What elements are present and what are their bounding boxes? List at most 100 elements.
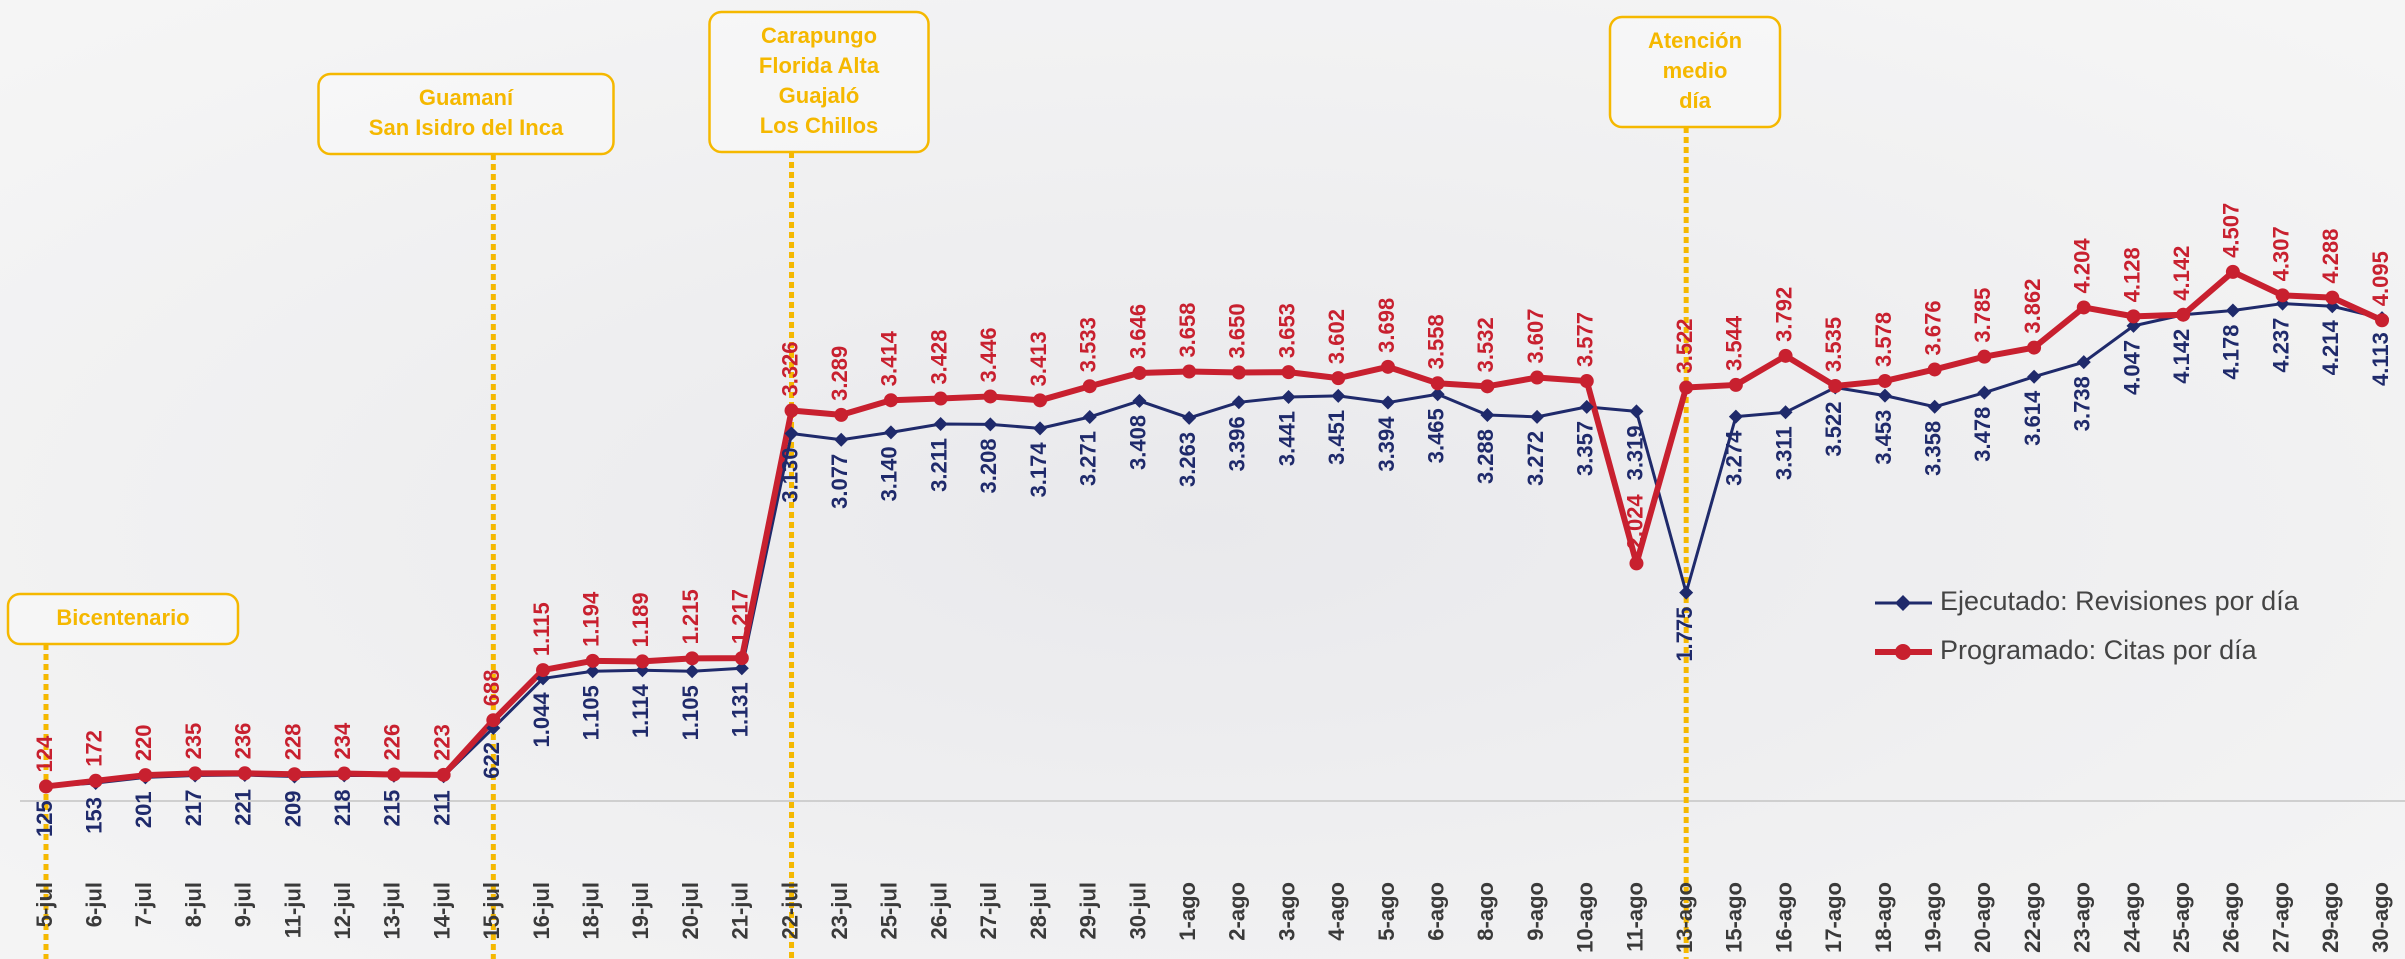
marker: [834, 408, 848, 422]
marker: [1232, 365, 1246, 379]
x-tick-label: 15-jul: [479, 882, 504, 939]
marker: [1878, 374, 1892, 388]
value-label: 1.105: [579, 685, 604, 740]
value-label: 211: [429, 790, 454, 826]
x-tick-label: 8-jul: [181, 882, 206, 927]
x-tick-label: 29-ago: [2318, 882, 2343, 953]
value-label: 3.408: [1125, 415, 1150, 470]
value-label: 234: [330, 722, 355, 759]
annotation-text: Bicentenario: [56, 605, 189, 630]
x-tick-label: 4-ago: [1324, 882, 1349, 941]
value-label: 4.128: [2119, 247, 2144, 302]
marker: [1580, 374, 1594, 388]
marker: [486, 713, 500, 727]
value-label: 3.358: [1920, 421, 1945, 476]
value-label: 1.775: [1672, 607, 1697, 662]
marker: [2077, 300, 2091, 314]
value-label: 3.319: [1622, 425, 1647, 480]
value-label: 3.658: [1175, 302, 1200, 357]
value-label: 3.130: [777, 448, 802, 503]
x-tick-label: 6-jul: [82, 882, 107, 927]
value-label: 125: [32, 800, 57, 837]
x-tick-label: 10-ago: [1573, 882, 1598, 953]
marker: [288, 767, 302, 781]
value-label: 1.105: [678, 685, 703, 740]
value-label: 3.862: [2020, 279, 2045, 334]
value-label: 688: [479, 670, 504, 707]
value-label: 3.698: [1374, 298, 1399, 353]
marker: [586, 654, 600, 668]
marker: [635, 654, 649, 668]
annotation-text: Carapungo: [761, 23, 877, 48]
value-label: 4.178: [2219, 325, 2244, 380]
x-tick-label: 18-ago: [1871, 882, 1896, 953]
value-label: 3.738: [2070, 376, 2095, 431]
value-label: 1.114: [628, 683, 653, 738]
value-label: 3.465: [1423, 408, 1448, 463]
x-tick-label: 23-jul: [827, 882, 852, 939]
value-label: 3.274: [1722, 430, 1747, 486]
x-tick-label: 16-jul: [529, 882, 554, 939]
legend-label: Ejecutado: Revisiones por día: [1940, 586, 2300, 616]
annotation-text: día: [1679, 88, 1712, 113]
value-label: 3.653: [1274, 303, 1299, 358]
marker: [1182, 365, 1196, 379]
value-label: 3.614: [2020, 390, 2045, 446]
value-label: 3.676: [1920, 300, 1945, 355]
value-label: 3.451: [1324, 410, 1349, 465]
marker: [983, 389, 997, 403]
x-tick-label: 26-jul: [926, 882, 951, 939]
value-label: 3.646: [1125, 304, 1150, 359]
marker: [884, 393, 898, 407]
x-tick-label: 30-jul: [1125, 882, 1150, 939]
marker: [1480, 379, 1494, 393]
marker: [735, 651, 749, 665]
marker: [2126, 309, 2140, 323]
value-label: 3.602: [1324, 309, 1349, 364]
value-label: 3.077: [827, 454, 852, 509]
value-label: 4.142: [2169, 329, 2194, 384]
x-tick-label: 20-ago: [1970, 882, 1995, 953]
value-label: 1.189: [628, 592, 653, 647]
marker: [437, 768, 451, 782]
value-label: 3.533: [1076, 317, 1101, 372]
marker: [785, 404, 799, 418]
value-label: 153: [82, 797, 107, 834]
value-label: 2.024: [1622, 494, 1647, 550]
value-label: 124: [32, 735, 57, 772]
marker: [536, 663, 550, 677]
value-label: 4.288: [2318, 229, 2343, 284]
x-tick-label: 5-jul: [32, 882, 57, 927]
value-label: 1.215: [678, 589, 703, 644]
value-label: 220: [131, 724, 156, 761]
x-tick-label: 17-ago: [1821, 882, 1846, 953]
value-label: 3.453: [1871, 410, 1896, 465]
value-label: 3.140: [877, 446, 902, 501]
page: {"chart_data": { "type": "line", "catego…: [0, 0, 2405, 959]
annotation-text: Guamaní: [419, 85, 514, 110]
marker: [1431, 376, 1445, 390]
value-label: 3.288: [1473, 429, 1498, 484]
value-label: 1.217: [728, 589, 753, 644]
marker: [2325, 291, 2339, 305]
value-label: 3.441: [1274, 411, 1299, 466]
x-tick-label: 18-jul: [579, 882, 604, 939]
marker: [1132, 366, 1146, 380]
marker: [1530, 371, 1544, 385]
x-tick-label: 11-jul: [280, 882, 305, 938]
x-tick-label: 28-jul: [1026, 882, 1051, 939]
marker: [1381, 360, 1395, 374]
value-label: 226: [380, 724, 405, 761]
value-label: 217: [181, 790, 206, 827]
value-label: 1.115: [529, 602, 554, 656]
marker: [337, 767, 351, 781]
value-label: 3.272: [1523, 431, 1548, 486]
x-tick-label: 11-ago: [1622, 882, 1647, 952]
value-label: 3.289: [827, 346, 852, 401]
annotation-text: medio: [1663, 58, 1728, 83]
x-tick-label: 6-ago: [1423, 882, 1448, 941]
x-tick-label: 21-jul: [728, 882, 753, 939]
value-label: 3.394: [1374, 416, 1399, 472]
value-label: 3.544: [1722, 315, 1747, 371]
x-tick-label: 7-jul: [131, 882, 156, 927]
